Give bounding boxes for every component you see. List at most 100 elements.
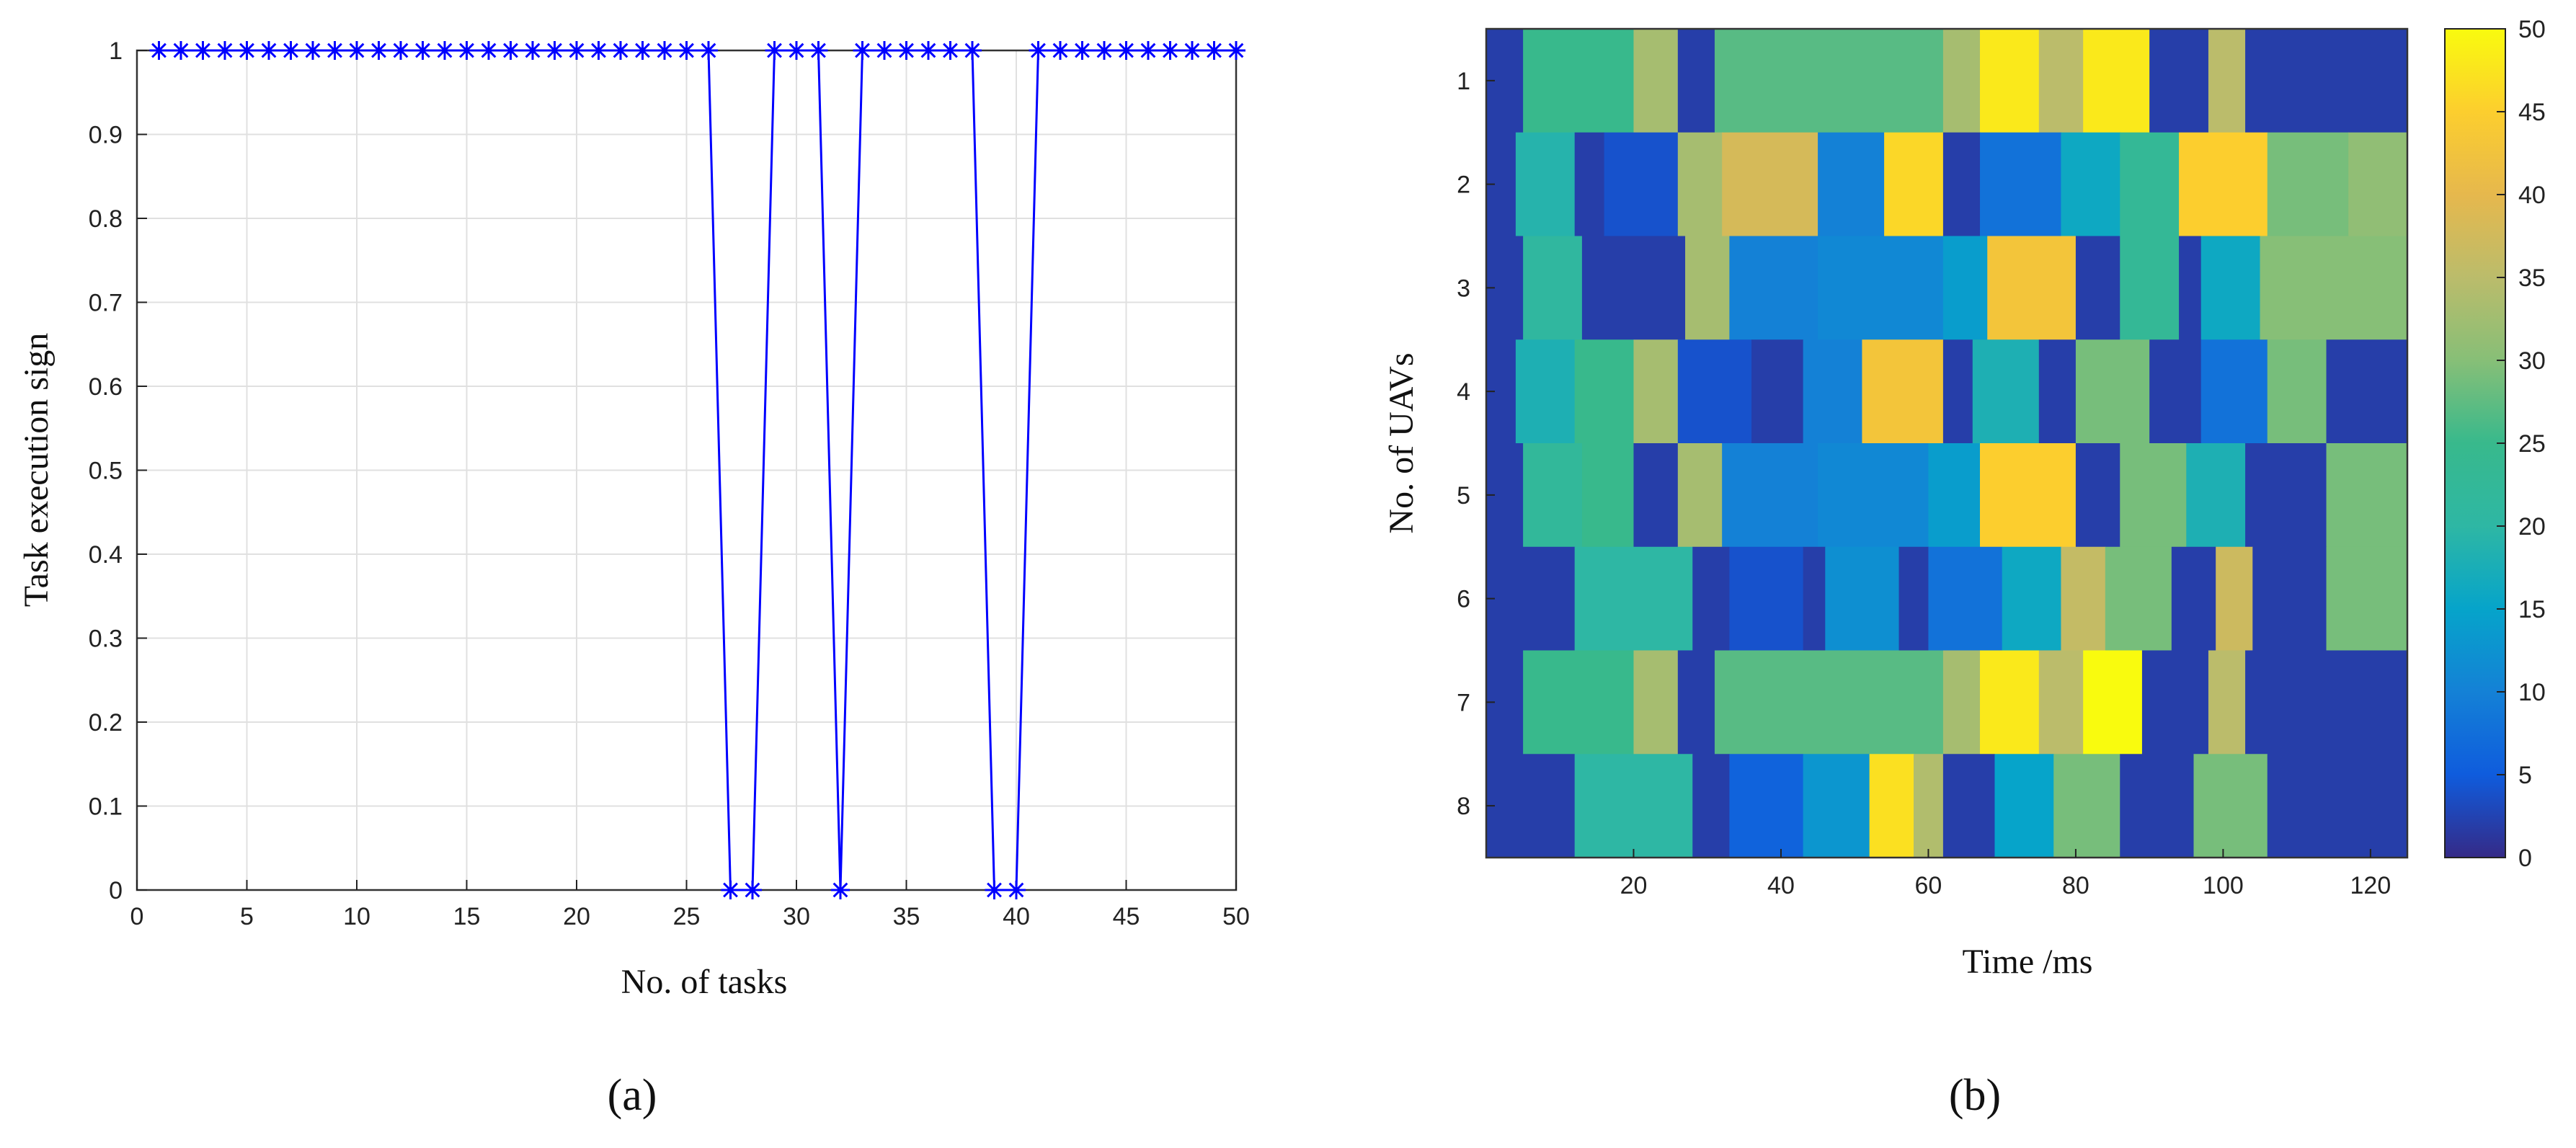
- y-tick-label: 7: [1457, 689, 1470, 716]
- y-tick-label: 0.3: [89, 626, 123, 653]
- heatmap-cell: [2179, 236, 2202, 340]
- x-tick-label: 40: [1767, 872, 1795, 899]
- data-point-marker: [193, 41, 213, 60]
- heatmap-cell: [1869, 754, 1914, 858]
- heatmap-cell: [1486, 546, 1576, 651]
- heatmap-cell: [2038, 339, 2077, 444]
- heatmap-cell: [1574, 546, 1693, 651]
- data-point-marker: [1160, 41, 1180, 60]
- data-point-marker: [1007, 881, 1026, 899]
- x-axis-label: Time /ms: [1963, 943, 2093, 981]
- data-point-marker: [1227, 41, 1245, 60]
- data-point-marker: [325, 41, 345, 60]
- y-axis-label: Task execution sign: [17, 333, 55, 608]
- heatmap-cell: [1714, 650, 1834, 755]
- heatmap-cell: [1862, 339, 1944, 444]
- y-tick-label: 4: [1457, 378, 1470, 406]
- panel-b-caption: (b): [1949, 1071, 2001, 1120]
- data-point-marker: [172, 41, 190, 60]
- data-point-marker: [501, 41, 520, 60]
- heatmap-cell: [1818, 132, 1885, 237]
- panel-a-caption: (a): [608, 1071, 657, 1120]
- heatmap-cell: [2149, 29, 2209, 133]
- heatmap-cell: [1928, 546, 2003, 651]
- heatmap-cell: [1677, 29, 1715, 133]
- data-point-marker: [589, 41, 608, 60]
- panel-b-axes: [1485, 27, 2409, 859]
- heatmap-cell: [2267, 132, 2349, 237]
- heatmap-cell: [1980, 443, 2077, 548]
- axes-frame: [1485, 27, 2409, 859]
- data-point-marker: [1029, 41, 1048, 60]
- data-point-marker: [1116, 41, 1136, 60]
- data-point-marker: [347, 41, 366, 60]
- heatmap-cell: [1980, 29, 2040, 133]
- heatmap-cell: [1515, 339, 1576, 444]
- heatmap-cell: [1677, 339, 1752, 444]
- data-point-marker: [963, 41, 982, 60]
- heatmap-cell: [1818, 236, 1944, 340]
- heatmap-cell: [1980, 650, 2040, 755]
- heatmap-cell: [1980, 132, 2062, 237]
- heatmap-cell: [1523, 236, 1583, 340]
- heatmap-cell: [2120, 443, 2187, 548]
- heatmap-cell: [2326, 339, 2408, 444]
- data-point-marker: [149, 41, 169, 60]
- heatmap-cell: [2208, 29, 2246, 133]
- heatmap-cell: [1633, 650, 1679, 755]
- heatmap-cell: [1722, 443, 1818, 548]
- x-tick-label: 10: [343, 903, 370, 930]
- heatmap-cell: [1677, 443, 1723, 548]
- heatmap-cell: [2326, 443, 2408, 548]
- data-point-marker: [369, 41, 388, 60]
- data-point-marker: [545, 41, 564, 60]
- panel-b-y-ticks: 1 2 3 4 5 6 7 8: [1457, 68, 1495, 820]
- y-tick-label: 0: [109, 877, 123, 904]
- colorbar: [2444, 28, 2506, 858]
- data-point-marker: [809, 41, 828, 60]
- heatmap-cell: [1729, 546, 1804, 651]
- heatmap-cell: [2208, 650, 2246, 755]
- data-point-marker: [216, 41, 234, 60]
- colorbar-tick-label: 30: [2518, 347, 2546, 375]
- x-tick-label: 100: [2203, 872, 2244, 899]
- data-point-marker: [765, 41, 784, 60]
- x-tick-label: 30: [783, 903, 810, 930]
- heatmap-cell: [1928, 443, 1981, 548]
- y-tick-label: 2: [1457, 172, 1470, 199]
- data-point-marker: [941, 41, 960, 60]
- heatmap-cell: [1581, 236, 1686, 340]
- heatmap-cell: [1884, 132, 1944, 237]
- heatmap-cell: [1803, 546, 1826, 651]
- heatmap-cell: [2061, 546, 2106, 651]
- y-tick-label: 8: [1457, 793, 1470, 820]
- heatmap-cell: [1714, 29, 1834, 133]
- colorbar-tick-label: 35: [2518, 264, 2546, 292]
- data-point-marker: [413, 41, 432, 60]
- heatmap-cell: [1604, 132, 1679, 237]
- x-tick-label: 60: [1915, 872, 1942, 899]
- heatmap-cell: [2061, 132, 2120, 237]
- colorbar-tick-label: 10: [2518, 679, 2546, 706]
- y-tick-label: 0.6: [89, 373, 123, 401]
- data-point-marker: [457, 41, 476, 60]
- heatmap-cell: [1898, 546, 1929, 651]
- data-point-marker: [875, 41, 894, 60]
- panel-a-chart: 0 5 10 15 20 25 30 35 40 45 50 0 0.1 0.2 0.3 0.4 0.5 0.6…: [17, 37, 1250, 1120]
- heatmap-cell: [1942, 650, 1981, 755]
- data-point-marker: [281, 41, 301, 60]
- heatmap-cell: [2348, 132, 2408, 237]
- heatmap-cell: [2200, 339, 2268, 444]
- data-point-marker: [897, 41, 916, 60]
- x-tick-label: 5: [240, 903, 254, 930]
- heatmap-cell: [1515, 132, 1576, 237]
- heatmap-cell: [1633, 339, 1679, 444]
- heatmap-cell: [1987, 236, 2077, 340]
- heatmap-cell: [1574, 754, 1693, 858]
- panel-a-y-ticks: 0 0.1 0.2 0.3 0.4 0.5 0.6 0.7 0.8 0.9 1: [89, 37, 147, 904]
- heatmap-cell: [1803, 754, 1870, 858]
- data-point-marker: [1072, 41, 1092, 60]
- heatmap-cell: [2179, 132, 2268, 237]
- data-point-marker: [655, 41, 674, 60]
